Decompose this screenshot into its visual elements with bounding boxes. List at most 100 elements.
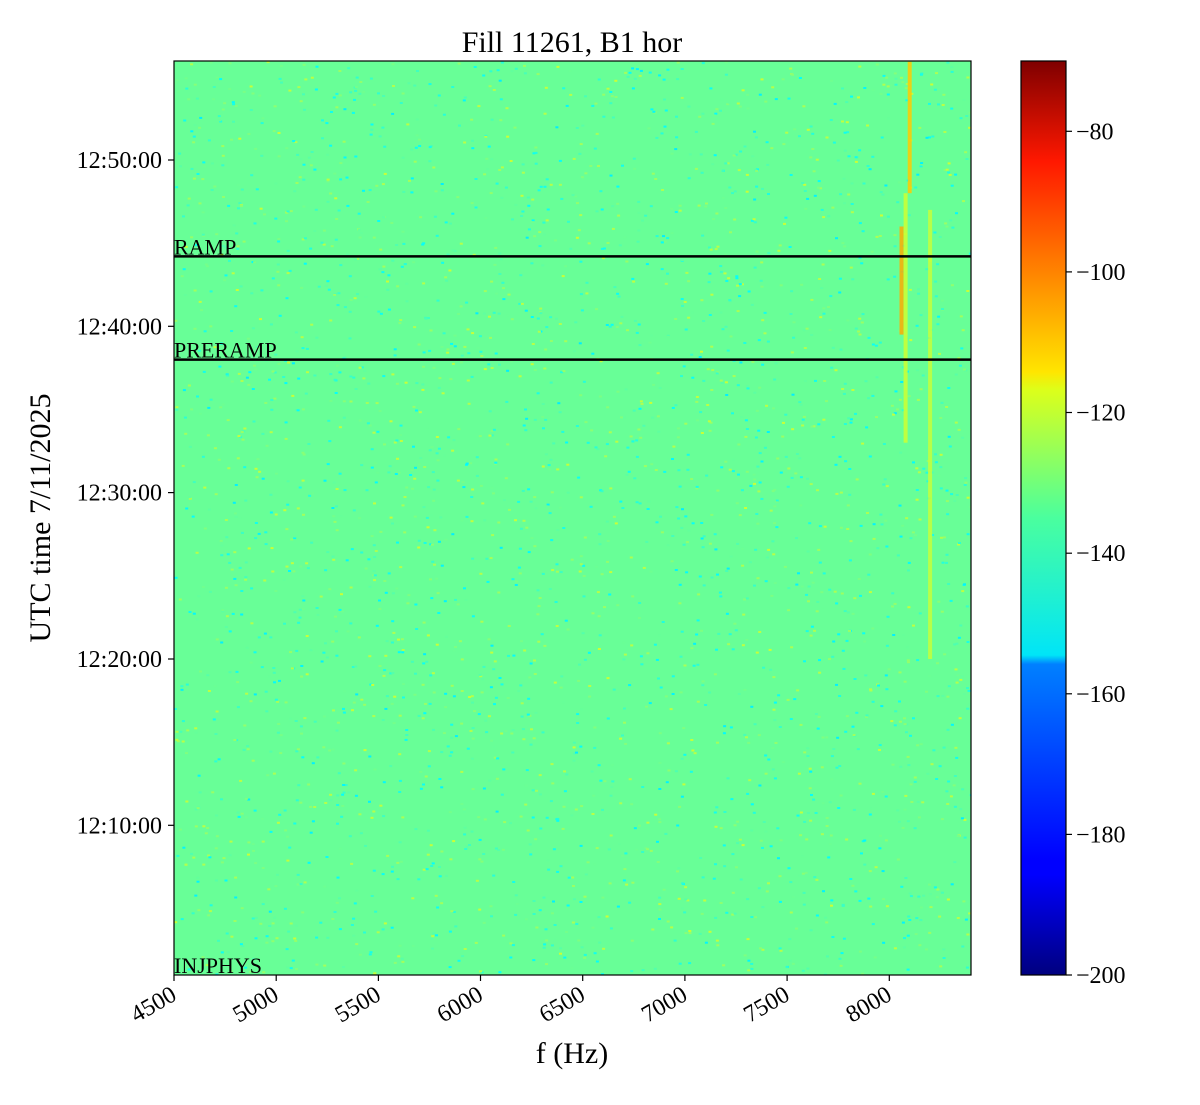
noise-speck — [838, 277, 842, 280]
noise-speck — [299, 883, 303, 885]
noise-speck — [330, 111, 333, 113]
noise-speck — [364, 567, 368, 570]
noise-speck — [568, 70, 572, 72]
noise-speck — [611, 780, 615, 783]
noise-speck — [580, 309, 584, 312]
noise-speck — [774, 98, 778, 101]
noise-speck — [765, 556, 769, 559]
noise-speck — [800, 355, 804, 358]
noise-speck — [542, 221, 546, 224]
noise-speck — [809, 634, 813, 637]
noise-speck — [332, 709, 335, 712]
noise-speck — [349, 400, 353, 403]
noise-speck — [646, 508, 650, 510]
noise-speck — [462, 486, 466, 489]
noise-speck — [279, 734, 283, 737]
noise-speck — [658, 903, 662, 906]
noise-speck — [941, 694, 945, 697]
noise-speck — [868, 455, 872, 458]
noise-speck — [940, 891, 944, 894]
noise-speck — [819, 316, 823, 319]
noise-speck — [393, 441, 397, 444]
noise-speck — [429, 329, 433, 332]
noise-speck — [606, 242, 610, 244]
noise-speck — [654, 178, 658, 180]
noise-speck — [895, 265, 899, 268]
noise-speck — [242, 748, 246, 751]
noise-speck — [422, 783, 425, 786]
noise-speck — [861, 442, 865, 445]
noise-speck — [686, 468, 690, 471]
noise-speck — [178, 598, 182, 601]
noise-speck — [188, 497, 192, 500]
noise-speck — [965, 605, 969, 608]
noise-speck — [969, 692, 971, 695]
noise-speck — [691, 749, 695, 752]
noise-speck — [260, 666, 264, 669]
noise-speck — [519, 815, 523, 818]
noise-speck — [498, 79, 502, 82]
noise-speck — [431, 862, 435, 865]
noise-speck — [945, 225, 949, 228]
noise-speck — [206, 434, 210, 437]
noise-speck — [672, 445, 676, 448]
noise-speck — [637, 229, 641, 232]
noise-speck — [761, 948, 765, 951]
noise-speck — [416, 70, 419, 72]
noise-speck — [702, 535, 706, 538]
noise-speck — [440, 751, 444, 754]
noise-speck — [964, 151, 968, 154]
noise-speck — [659, 686, 663, 689]
y-tick-label: 12:50:00 — [77, 148, 162, 174]
noise-speck — [188, 496, 192, 499]
noise-speck — [722, 732, 726, 735]
noise-speck — [830, 366, 834, 369]
noise-speck — [311, 492, 315, 495]
noise-speck — [614, 96, 618, 98]
noise-speck — [589, 505, 593, 508]
noise-speck — [273, 916, 277, 919]
noise-speck — [260, 122, 264, 125]
noise-speck — [202, 161, 206, 164]
noise-speck — [441, 261, 445, 264]
noise-speck — [638, 344, 642, 347]
noise-speck — [948, 173, 952, 176]
noise-speck — [423, 712, 427, 715]
noise-speck — [966, 687, 969, 690]
noise-speck — [297, 86, 301, 89]
noise-speck — [813, 629, 816, 632]
noise-speck — [433, 563, 436, 566]
noise-speck — [335, 529, 339, 532]
noise-speck — [879, 92, 883, 95]
noise-speck — [575, 425, 579, 427]
noise-speck — [954, 746, 958, 749]
noise-speck — [357, 636, 361, 639]
noise-speck — [614, 522, 618, 525]
noise-speck — [493, 660, 497, 663]
noise-speck — [579, 901, 583, 903]
noise-speck — [587, 242, 591, 245]
y-tick-label: 12:10:00 — [77, 813, 162, 839]
noise-speck — [690, 478, 694, 480]
noise-speck — [442, 113, 446, 116]
noise-speck — [798, 874, 802, 877]
noise-speck — [825, 825, 829, 827]
noise-speck — [303, 237, 307, 240]
noise-speck — [936, 323, 940, 326]
noise-speck — [593, 726, 597, 729]
noise-speck — [716, 944, 720, 947]
noise-speck — [633, 477, 637, 480]
noise-speck — [533, 496, 537, 499]
noise-speck — [477, 105, 481, 108]
noise-speck — [635, 455, 639, 458]
noise-speck — [830, 899, 834, 902]
noise-speck — [390, 222, 394, 224]
noise-speck — [331, 555, 335, 558]
noise-speck — [663, 98, 666, 101]
noise-speck — [938, 915, 942, 918]
noise-speck — [463, 141, 467, 144]
noise-speck — [900, 930, 904, 933]
noise-speck — [369, 683, 373, 686]
noise-speck — [831, 346, 835, 349]
noise-speck — [615, 326, 619, 328]
